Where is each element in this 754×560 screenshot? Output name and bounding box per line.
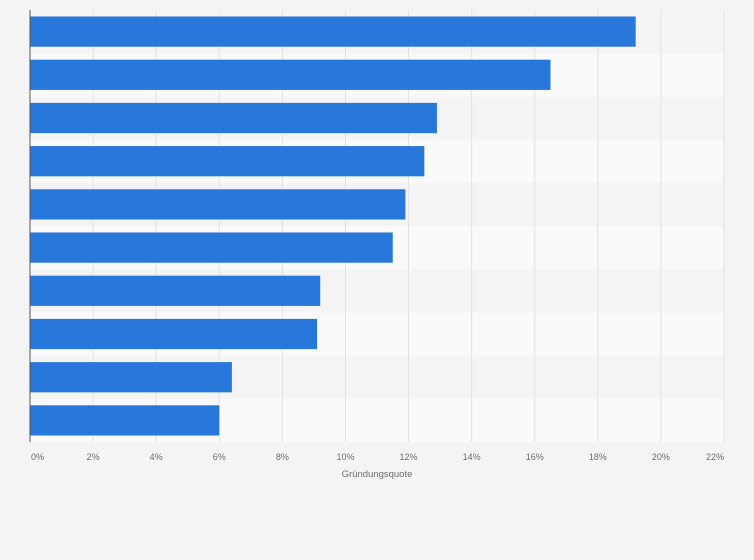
bar[interactable]: [30, 59, 551, 90]
x-tick-label: 16%: [526, 452, 544, 462]
x-tick-label: 22%: [706, 452, 724, 462]
bars: [30, 16, 636, 436]
bar[interactable]: [30, 146, 425, 177]
bar[interactable]: [30, 362, 232, 393]
x-axis-title: Gründungsquote: [342, 469, 413, 480]
x-tick-label: 2%: [87, 452, 100, 462]
x-tick-label: 4%: [150, 452, 163, 462]
bar[interactable]: [30, 16, 636, 47]
bar[interactable]: [30, 102, 437, 134]
bar[interactable]: [30, 232, 393, 263]
x-tick-label: 10%: [336, 452, 354, 462]
x-tick-label: 12%: [400, 452, 418, 462]
x-tick-label: 6%: [213, 452, 226, 462]
x-tick-labels: 0% 2% 4% 6% 8% 10% 12% 14% 16% 18% 20% 22%: [31, 452, 724, 462]
bar[interactable]: [30, 275, 321, 306]
x-tick-label: 18%: [589, 452, 607, 462]
bar[interactable]: [30, 318, 318, 350]
x-tick-label: 20%: [652, 452, 670, 462]
x-tick-label: 0%: [31, 452, 44, 462]
x-tick-label: 8%: [276, 452, 289, 462]
bar[interactable]: [30, 189, 406, 220]
x-tick-label: 14%: [463, 452, 481, 462]
bar[interactable]: [30, 405, 220, 436]
